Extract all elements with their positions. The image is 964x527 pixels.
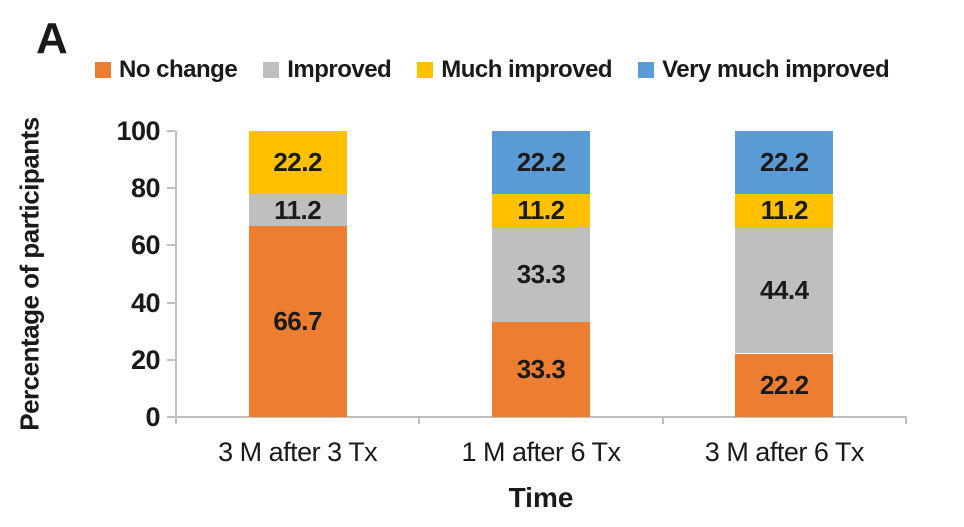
bar-segment-very-much-improved: 22.2 [492,131,590,195]
bar-segment-improved: 11.2 [248,194,347,227]
x-tick-mark [905,416,907,424]
x-category-label: 3 M after 3 Tx [218,437,378,467]
bar-segment-value: 22.2 [273,146,322,177]
bar-segment-no-change: 22.2 [735,353,834,417]
bar-segment-value: 33.3 [516,258,566,289]
legend-item-no-change: No change [95,56,238,84]
legend-swatch-icon [263,62,280,78]
bar-segment-improved: 33.3 [492,226,590,322]
bar-segment-value: 22.2 [760,147,809,178]
legend-swatch-icon [95,62,111,78]
x-axis-title: Time [508,482,574,513]
legend-item-improved: Improved [263,56,392,84]
bar-segment-no-change: 33.3 [492,321,590,417]
bar-segment-value: 22.2 [516,147,566,178]
bar-segment-improved: 44.4 [735,226,834,354]
y-axis-title: Percentage of participants [14,117,45,431]
bar-segment-much-improved: 11.2 [492,194,590,227]
y-axis-line [175,131,177,417]
bar-segment-value: 11.2 [274,194,322,225]
legend-label: Very much improved [662,56,890,83]
panel-label: A [36,14,68,63]
bar-segment-much-improved: 11.2 [735,194,834,227]
bar-segment-value: 11.2 [517,195,565,225]
legend-item-very-much-improved: Very much improved [638,56,890,84]
legend: No change Improved Much improved Very much … [95,56,955,84]
y-tick-label: 60 [130,230,161,261]
bar-segment-no-change: 66.7 [248,226,347,417]
y-tick-label: 80 [130,173,161,204]
bar-segment-value: 44.4 [760,274,809,305]
bar-segment-value: 22.2 [760,369,809,400]
x-axis-line [175,416,907,418]
bar-segment-value: 11.2 [760,195,809,225]
x-tick-mark [661,416,664,424]
legend-swatch-icon [638,62,655,78]
x-tick-mark [418,416,421,424]
y-tick-label: 0 [145,402,160,432]
y-tick-mark [167,244,175,247]
y-tick-label: 100 [116,116,160,146]
legend-label: No change [119,56,238,83]
bar-segment-value: 33.3 [516,353,566,384]
legend-swatch-icon [417,62,434,78]
y-tick-label: 20 [130,344,161,375]
y-tick-mark [167,187,175,190]
y-tick-mark [167,416,175,418]
bar-segment-much-improved: 22.2 [248,130,347,195]
legend-label: Much improved [441,56,613,83]
bar-segment-very-much-improved: 22.2 [735,131,834,195]
x-category-label: 3 M after 6 Tx [704,437,865,467]
bar-segment-value: 66.7 [273,306,322,337]
legend-item-much-improved: Much improved [417,56,613,84]
y-tick-mark [167,130,175,132]
y-tick-mark [167,358,175,361]
x-tick-mark [175,416,177,424]
y-tick-label: 40 [130,287,161,318]
y-tick-mark [167,301,175,304]
x-category-label: 1 M after 6 Tx [461,437,621,467]
legend-label: Improved [287,56,392,83]
